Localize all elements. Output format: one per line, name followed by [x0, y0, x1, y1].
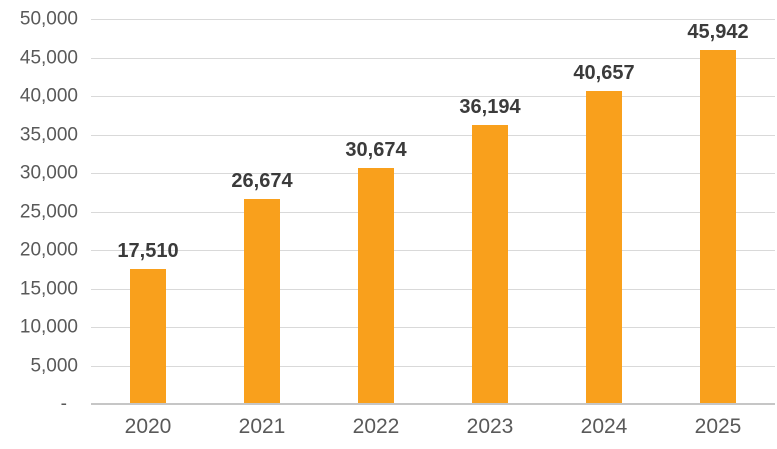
- x-axis-line: [91, 403, 775, 405]
- bar-2021: [244, 198, 280, 404]
- y-axis-tick-label: 5,000: [30, 355, 78, 376]
- x-axis: 2020 2021 2022 2023 2024 2025: [91, 414, 775, 439]
- y-axis-tick-label: 10,000: [19, 316, 78, 338]
- bar-series: 17,510 26,674 30,674 36,194 40,657 45,942: [91, 19, 775, 404]
- y-axis-tick-label: 35,000: [19, 124, 78, 145]
- gridline: [91, 250, 775, 251]
- bar-column: 26,674: [205, 19, 319, 404]
- y-axis-tick-label: 40,000: [19, 85, 78, 107]
- x-axis-tick-label: 2020: [124, 415, 172, 438]
- x-axis-tick-label: 2023: [466, 415, 514, 438]
- y-axis-tick-label: 50,000: [19, 8, 78, 30]
- gridline: [91, 96, 775, 97]
- gridline: [91, 19, 775, 20]
- gridline: [91, 173, 775, 174]
- y-axis-tick-label: 20,000: [19, 239, 78, 261]
- bar-data-label: 30,674: [345, 138, 407, 161]
- gridline: [91, 211, 775, 213]
- bar-2023: [472, 125, 508, 404]
- bar-data-label: 26,674: [231, 169, 293, 192]
- bar-column: 40,657: [547, 19, 661, 404]
- x-axis-tick-label: 2022: [352, 415, 400, 438]
- x-axis-tick-label: 2025: [694, 415, 742, 438]
- bar-column: 30,674: [319, 19, 433, 404]
- y-axis-tick-label: -: [60, 393, 67, 415]
- bar-data-label: 36,194: [459, 96, 521, 119]
- y-axis-tick-label: 45,000: [19, 47, 78, 68]
- bar-data-label: 17,510: [117, 240, 179, 263]
- bar-column: 17,510: [91, 19, 205, 404]
- y-axis-tick-label: 15,000: [19, 278, 78, 299]
- bar-2025: [700, 50, 736, 404]
- bar-column: 45,942: [661, 19, 775, 404]
- gridline: [91, 288, 775, 290]
- y-axis-tick-label: 30,000: [19, 162, 78, 184]
- bar-data-label: 40,657: [573, 61, 635, 84]
- bar-column: 36,194: [433, 19, 547, 404]
- gridline: [91, 327, 775, 328]
- gridline: [91, 57, 775, 59]
- y-axis: - 5,000 10,000 15,000 20,000 25,000 30,000 35,0…: [0, 0, 84, 449]
- plot-area: 17,510 26,674 30,674 36,194 40,657 45,942: [91, 19, 775, 405]
- gridline: [91, 134, 775, 136]
- bar-2022: [358, 167, 394, 404]
- bar-2020: [130, 269, 166, 404]
- bar-data-label: 45,942: [687, 21, 749, 44]
- y-axis-tick-label: 25,000: [19, 201, 78, 222]
- bar-2024: [586, 90, 622, 404]
- x-axis-tick-label: 2021: [238, 415, 286, 438]
- x-axis-tick-label: 2024: [580, 415, 628, 438]
- gridline: [91, 365, 775, 367]
